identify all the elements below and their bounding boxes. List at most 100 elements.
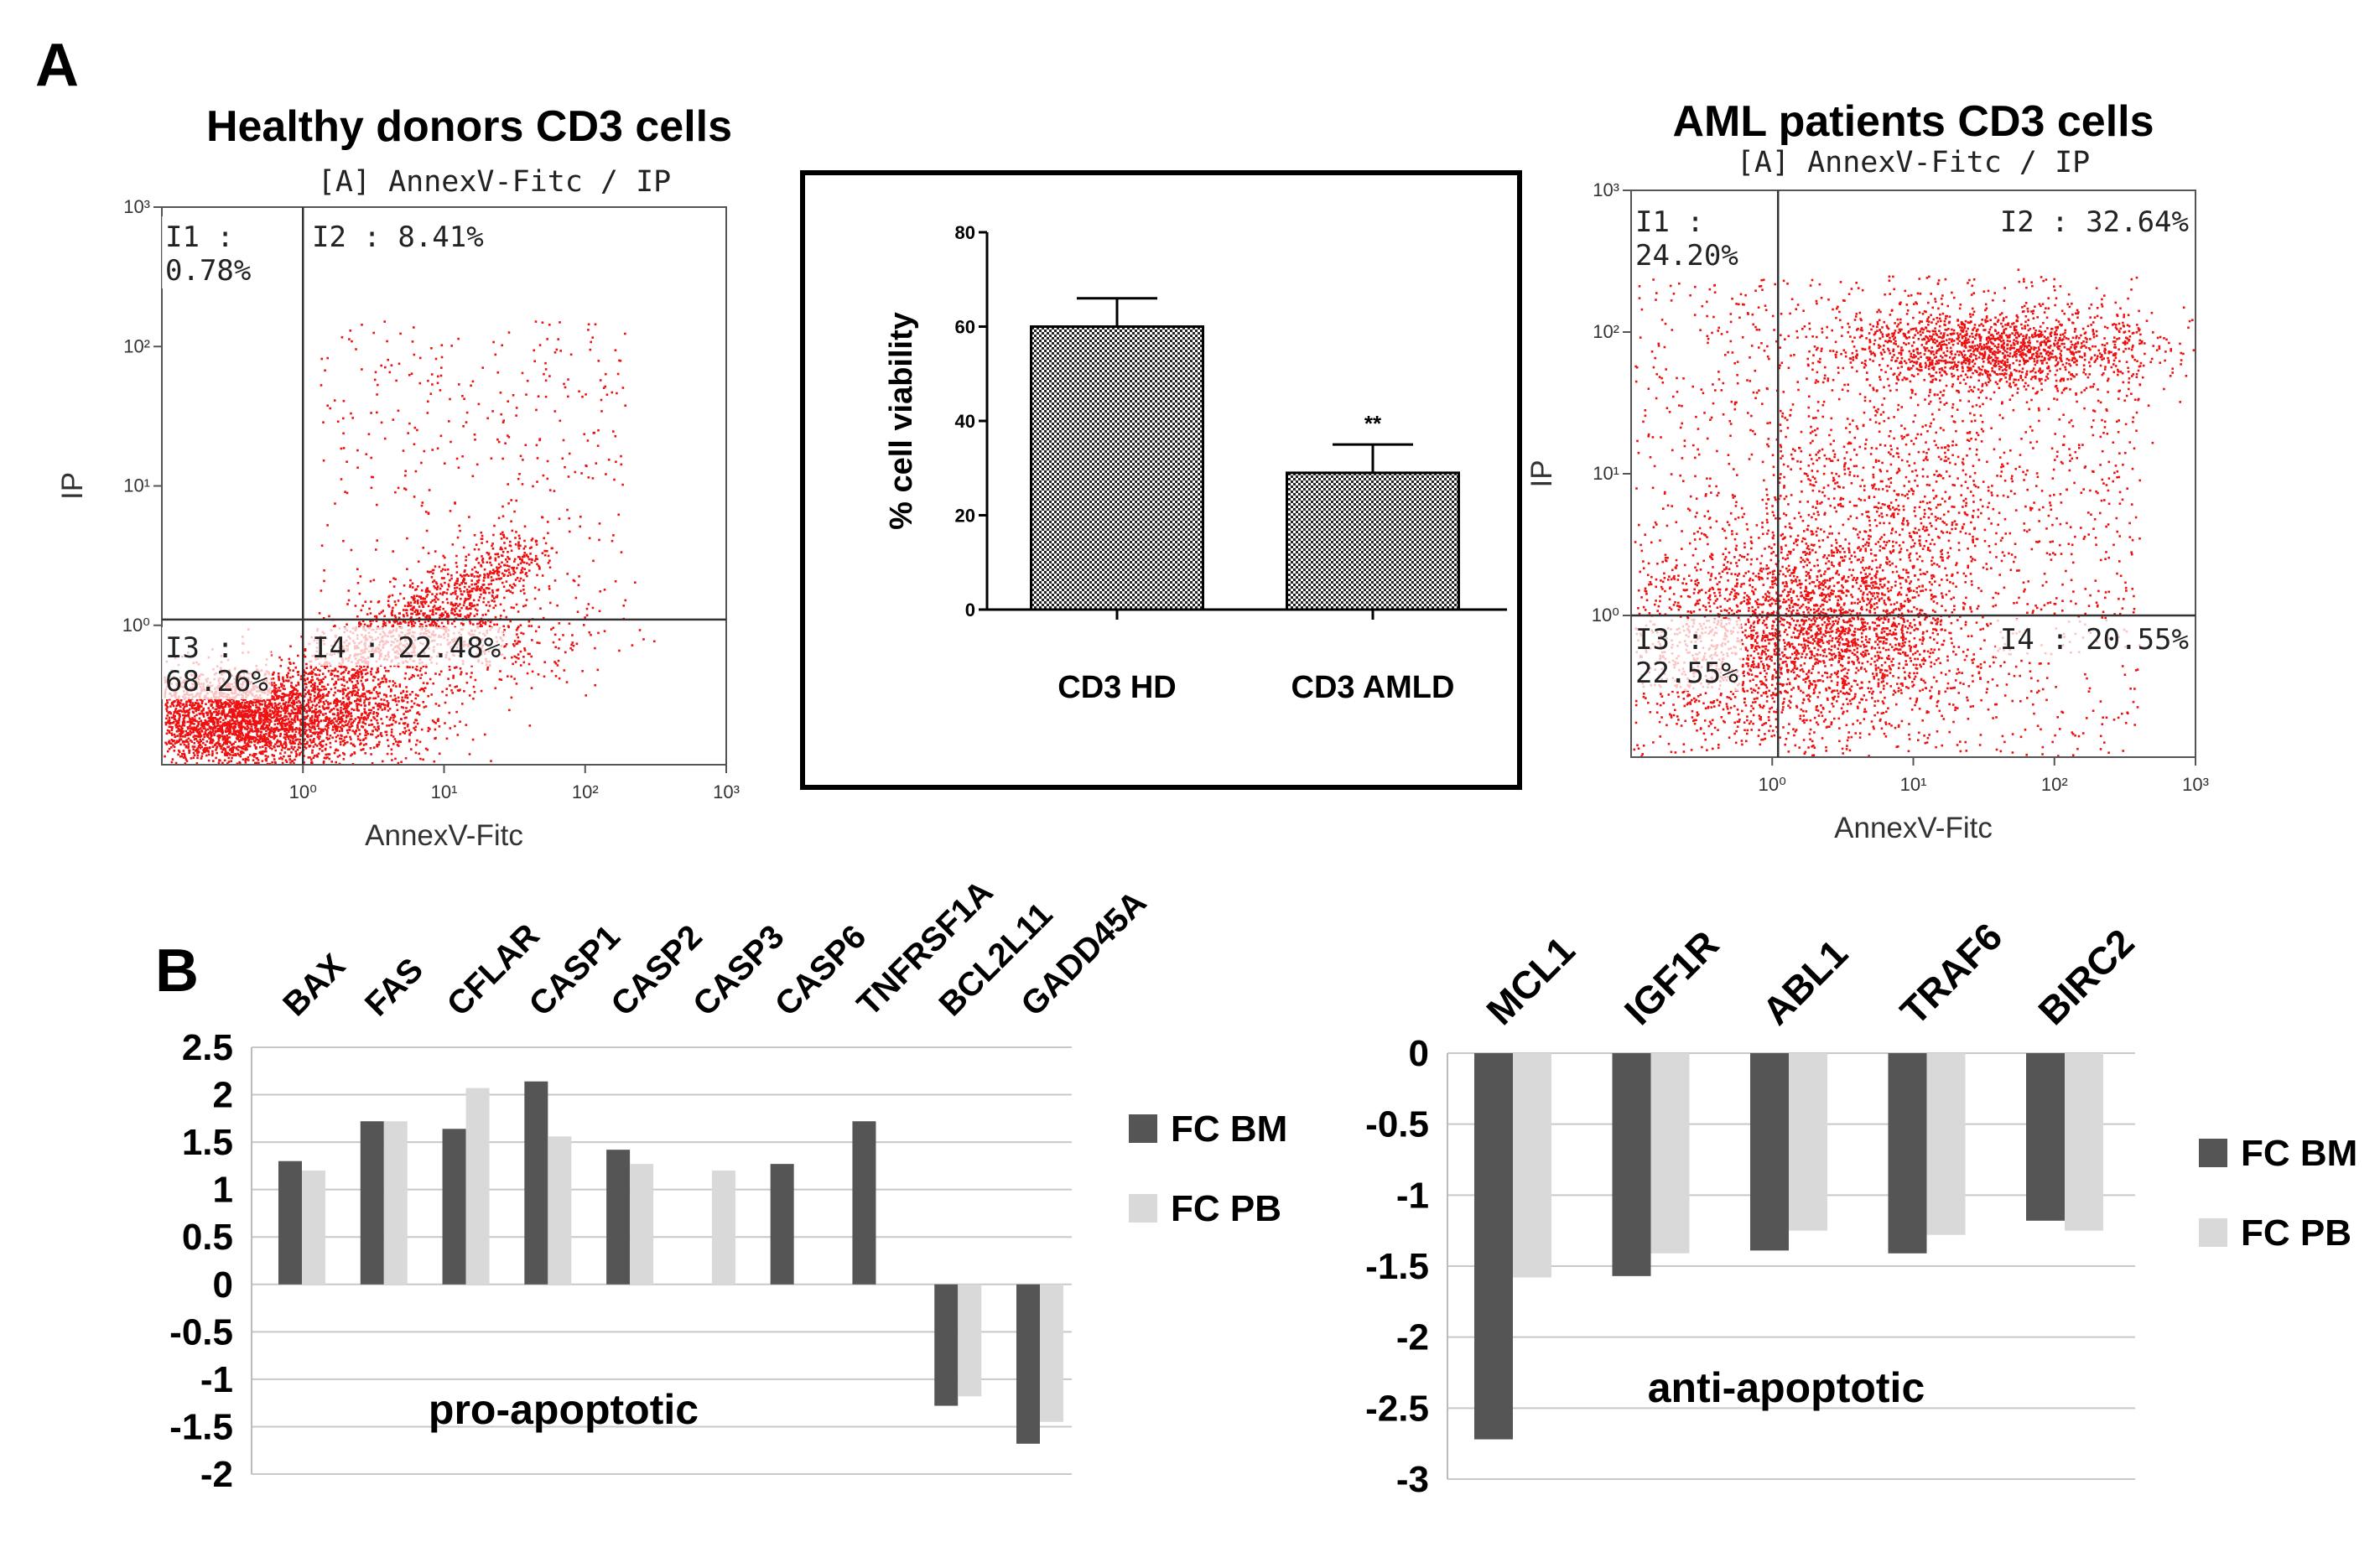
event-dot <box>325 756 327 760</box>
event-dot <box>585 465 588 468</box>
event-dot <box>236 749 240 751</box>
event-dot <box>512 569 515 573</box>
event-dot <box>306 691 309 693</box>
event-dot <box>423 449 426 453</box>
event-dot <box>326 753 330 755</box>
event-dot <box>383 320 386 323</box>
event-dot <box>282 722 284 725</box>
event-dot <box>519 571 522 574</box>
event-dot <box>262 745 264 748</box>
event-dot <box>296 714 299 718</box>
event-dot <box>500 413 502 416</box>
event-dot <box>247 738 250 741</box>
event-dot <box>440 613 443 615</box>
event-dot <box>309 739 312 742</box>
event-dot <box>333 707 335 710</box>
event-dot <box>287 704 289 708</box>
event-dot <box>210 739 212 741</box>
event-dot <box>434 595 437 598</box>
event-dot <box>288 669 291 672</box>
event-dot <box>458 524 460 527</box>
event-dot <box>463 601 466 605</box>
event-dot <box>252 740 256 743</box>
event-dot <box>217 739 221 741</box>
event-dot <box>228 736 231 739</box>
event-dot <box>504 442 507 444</box>
event-dot <box>406 666 409 669</box>
event-dot <box>465 558 467 562</box>
event-dot <box>185 739 188 741</box>
event-dot <box>251 728 253 730</box>
event-dot <box>258 703 262 706</box>
event-dot <box>568 530 571 533</box>
event-dot <box>369 692 372 694</box>
event-dot <box>210 735 213 738</box>
event-dot <box>467 553 470 556</box>
event-dot <box>333 731 336 735</box>
event-dot <box>413 597 416 600</box>
event-dot <box>497 440 501 444</box>
event-dot <box>356 680 359 683</box>
event-dot <box>416 739 418 742</box>
event-dot <box>318 696 320 698</box>
event-dot <box>355 348 357 350</box>
event-dot <box>247 711 251 714</box>
event-dot <box>403 677 407 680</box>
event-dot <box>377 668 379 672</box>
event-dot <box>329 710 331 714</box>
event-dot <box>422 682 425 684</box>
event-dot <box>364 695 366 698</box>
event-dot <box>276 717 278 719</box>
event-dot <box>319 669 321 672</box>
event-dot <box>477 575 481 579</box>
event-dot <box>192 735 195 739</box>
event-dot <box>299 707 303 710</box>
event-dot <box>409 601 413 604</box>
event-dot <box>230 709 232 712</box>
event-dot <box>355 693 357 697</box>
event-dot <box>265 729 268 732</box>
event-dot <box>257 701 260 704</box>
event-dot <box>303 678 306 680</box>
event-dot <box>409 584 412 587</box>
event-dot <box>246 724 249 728</box>
event-dot <box>247 736 249 740</box>
event-dot <box>404 729 408 733</box>
event-dot <box>193 745 196 748</box>
event-dot <box>427 694 429 698</box>
event-dot <box>439 583 443 586</box>
event-dot <box>316 711 320 714</box>
event-dot <box>293 708 296 711</box>
event-dot <box>252 759 255 761</box>
event-dot <box>221 745 223 748</box>
event-dot <box>482 591 486 594</box>
event-dot <box>405 707 408 709</box>
event-dot <box>393 682 397 685</box>
event-dot <box>293 693 296 696</box>
event-dot <box>290 701 294 704</box>
event-dot <box>207 732 210 735</box>
event-dot <box>247 714 250 717</box>
event-dot <box>299 738 302 741</box>
event-dot <box>300 704 303 706</box>
event-dot <box>512 394 515 397</box>
event-dot <box>523 647 526 650</box>
event-dot <box>340 718 344 720</box>
event-dot <box>274 719 278 721</box>
event-dot <box>406 724 409 728</box>
event-dot <box>182 714 184 717</box>
event-dot <box>260 712 263 714</box>
event-dot <box>491 591 494 594</box>
event-dot <box>365 718 368 721</box>
event-dot <box>404 693 408 697</box>
event-dot <box>340 702 344 704</box>
event-dot <box>327 721 330 724</box>
event-dot <box>253 729 257 733</box>
event-dot <box>262 752 264 755</box>
event-dot <box>179 709 182 713</box>
event-dot <box>468 585 470 589</box>
event-dot <box>375 620 378 622</box>
event-dot <box>341 688 345 691</box>
event-dot <box>224 721 226 724</box>
event-dot <box>321 745 325 747</box>
